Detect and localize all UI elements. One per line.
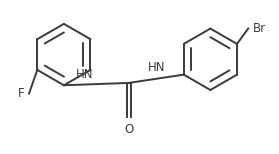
Text: HN: HN xyxy=(76,68,93,81)
Text: Br: Br xyxy=(253,22,266,35)
Text: O: O xyxy=(124,123,133,136)
Text: HN: HN xyxy=(148,61,165,74)
Text: F: F xyxy=(18,87,24,100)
